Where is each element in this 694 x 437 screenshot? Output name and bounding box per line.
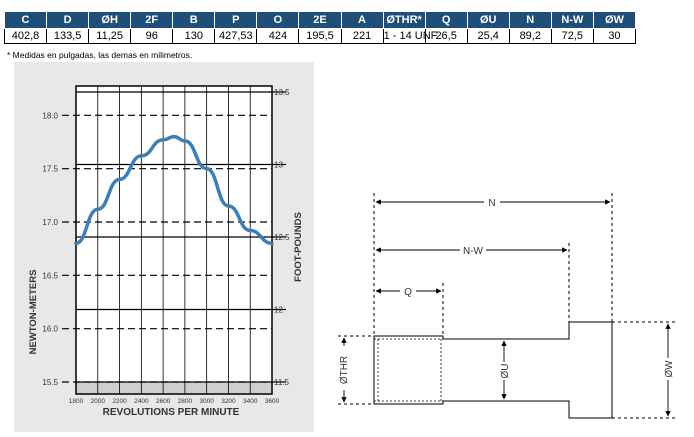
header-thr: ØTHR*	[382, 11, 426, 29]
header-c: C	[3, 11, 48, 29]
y-axis-label: NEWTON-METERS	[28, 270, 39, 355]
x-tick-label: 2800	[178, 398, 193, 405]
bolt-outline	[373, 321, 613, 419]
x-tick-label: 1800	[69, 398, 84, 405]
header-q: Q	[424, 11, 468, 29]
header-b: B	[172, 11, 216, 29]
plot-area	[76, 86, 272, 394]
header-w: ØW	[592, 11, 637, 29]
label-q: Q	[404, 287, 412, 298]
y2-tick-label: 12	[274, 306, 283, 315]
value-n: 89,2	[508, 28, 552, 44]
y2-tick-label: 11.5	[274, 378, 290, 387]
value-p: 427,53	[214, 28, 258, 44]
units-footnote: * Medidas en pulgadas, las demas en mili…	[7, 50, 193, 60]
spec-table: C D ØH 2F B P O 2E A ØTHR* Q ØU N N-W ØW…	[3, 11, 637, 44]
x-tick-label: 3200	[221, 398, 236, 405]
y2-tick-label: 13	[274, 161, 283, 170]
label-thr: ØTHR	[339, 356, 350, 384]
header-nw: N-W	[550, 11, 594, 29]
value-o: 424	[256, 28, 300, 44]
y-tick-label: 15.5	[42, 378, 58, 387]
torque-chart: 1800 2000 2200 2400 2600 2800 3000 3200 3400 3600…	[14, 62, 314, 432]
label-nw: N-W	[463, 246, 484, 257]
y-tick-label: 16.0	[42, 325, 58, 334]
value-thr: 1 - 14 UNF	[382, 28, 438, 44]
value-h: 11,25	[88, 28, 132, 44]
y-tick-label: 17.0	[42, 218, 58, 227]
x-tick-label: 3400	[243, 398, 258, 405]
header-2f: 2F	[130, 11, 174, 29]
y-tick-label: 17.5	[42, 165, 58, 174]
y-tick-label: 18.0	[42, 111, 58, 120]
plot-bottom-band	[76, 382, 272, 394]
x-tick-label: 2400	[134, 398, 149, 405]
bolt-dimension-drawing: N N-W Q ØTHR ØU ØW	[338, 193, 676, 419]
header-h: ØH	[88, 11, 132, 29]
dimension-lines	[341, 199, 671, 417]
value-q: 26,5	[424, 28, 468, 44]
header-d: D	[46, 11, 90, 29]
header-o: O	[256, 11, 300, 29]
value-b: 130	[172, 28, 216, 44]
y-tick-label: 16.5	[42, 271, 58, 280]
spec-value-row: 402,8 133,5 11,25 96 130 427,53 424 195,…	[3, 28, 637, 44]
header-2e: 2E	[298, 11, 342, 29]
spec-header-row: C D ØH 2F B P O 2E A ØTHR* Q ØU N N-W ØW	[3, 11, 637, 29]
plot-frame	[75, 85, 273, 395]
chart-tick-labels: 1800 2000 2200 2400 2600 2800 3000 3200 3400 3600…	[42, 88, 290, 405]
value-u: 25,4	[466, 28, 510, 44]
value-nw: 72,5	[550, 28, 594, 44]
label-u: ØU	[500, 364, 511, 379]
x-tick-label: 3600	[265, 398, 280, 405]
value-2f: 96	[130, 28, 174, 44]
header-u: ØU	[466, 11, 510, 29]
value-2e: 195,5	[298, 28, 342, 44]
value-w: 30	[592, 28, 637, 44]
x-tick-label: 2200	[112, 398, 127, 405]
x-tick-label: 2000	[91, 398, 106, 405]
header-n: N	[508, 11, 552, 29]
y2-tick-label: 12.5	[274, 233, 290, 242]
y2-axis-label: FOOT-POUNDS	[293, 212, 304, 282]
value-c: 402,8	[3, 28, 48, 44]
x-axis-label: REVOLUTIONS PER MINUTE	[103, 407, 240, 418]
label-w: ØW	[664, 360, 675, 378]
x-tick-label: 3000	[199, 398, 214, 405]
y2-tick-label: 13.5	[274, 88, 290, 97]
x-tick-label: 2600	[156, 398, 171, 405]
torque-line	[74, 134, 274, 246]
header-a: A	[340, 11, 384, 29]
extension-lines	[338, 193, 676, 419]
header-p: P	[214, 11, 258, 29]
thread-lines	[374, 338, 443, 402]
value-d: 133,5	[46, 28, 90, 44]
value-a: 221	[340, 28, 384, 44]
label-n: N	[488, 198, 495, 209]
